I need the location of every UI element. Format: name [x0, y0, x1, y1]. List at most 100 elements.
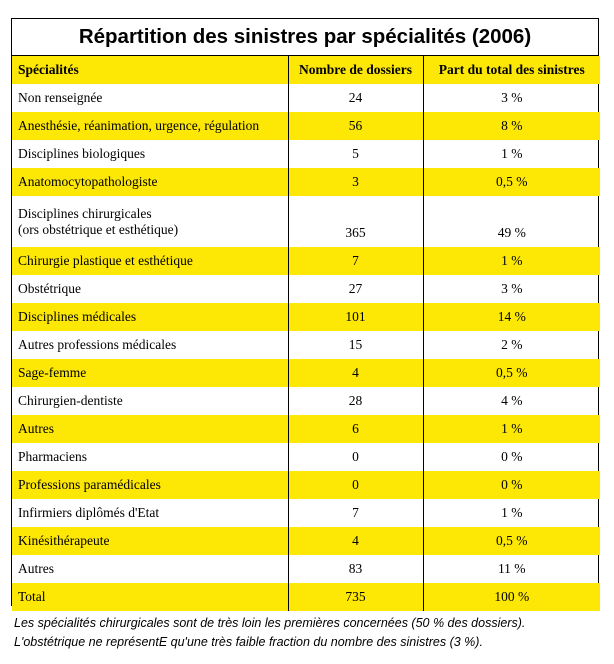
specialty-cell: Sage-femme — [12, 359, 289, 387]
specialty-cell: Autres — [12, 555, 289, 583]
share-cell: 100 % — [422, 583, 600, 611]
specialty-label: Kinésithérapeute — [18, 533, 110, 548]
specialty-label: Total — [18, 589, 46, 604]
table-row: Anatomocytopathologiste 3 0,5 % — [12, 168, 600, 196]
specialty-label: Sage-femme — [18, 365, 87, 380]
count-cell: 0 — [287, 443, 424, 471]
header-specialty: Spécialités — [12, 56, 289, 84]
share-cell: 0,5 % — [422, 168, 600, 196]
specialty-label: Professions paramédicales — [18, 477, 161, 492]
specialty-cell: Professions paramédicales — [12, 471, 289, 499]
table-row: Professions paramédicales 0 0 % — [12, 471, 600, 499]
table-row: Infirmiers diplômés d'Etat 7 1 % — [12, 499, 600, 527]
specialty-cell: Non renseignée — [12, 84, 289, 112]
table-frame: Répartition des sinistres par spécialité… — [11, 18, 600, 611]
share-cell: 0 % — [422, 471, 600, 499]
count-cell: 56 — [287, 112, 424, 140]
share-cell: 0,5 % — [422, 359, 600, 387]
table-row: Autres 83 11 % — [12, 555, 600, 583]
specialty-label: Non renseignée — [18, 90, 103, 105]
specialty-cell: Autres — [12, 415, 289, 443]
specialty-cell: Chirurgie plastique et esthétique — [12, 247, 289, 275]
share-cell: 2 % — [422, 331, 600, 359]
caption-line-2: L'obstétrique ne représentE qu'une très … — [14, 635, 483, 649]
specialty-cell: Infirmiers diplômés d'Etat — [12, 499, 289, 527]
table-row: Anesthésie, réanimation, urgence, régula… — [12, 112, 600, 140]
specialty-label: Pharmaciens — [18, 449, 87, 464]
specialty-label: Autres — [18, 421, 54, 436]
share-cell: 14 % — [422, 303, 600, 331]
share-cell: 1 % — [422, 247, 600, 275]
specialty-label: Autres professions médicales — [18, 337, 177, 352]
count-cell: 7 — [287, 247, 424, 275]
share-cell: 4 % — [422, 387, 600, 415]
header-row: Spécialités Nombre de dossiers Part du t… — [12, 56, 600, 84]
count-cell: 365 — [287, 196, 424, 247]
specialty-cell: Kinésithérapeute — [12, 527, 289, 555]
count-cell: 15 — [287, 331, 424, 359]
count-cell: 24 — [287, 84, 424, 112]
count-cell: 4 — [287, 359, 424, 387]
specialty-label: Disciplines médicales — [18, 309, 137, 324]
table-row: Chirurgie plastique et esthétique 7 1 % — [12, 247, 600, 275]
count-cell: 4 — [287, 527, 424, 555]
specialty-cell: Disciplines chirurgicales (ors obstétriqu… — [12, 196, 289, 247]
specialty-label: Infirmiers diplômés d'Etat — [18, 505, 160, 520]
header-count: Nombre de dossiers — [287, 56, 424, 84]
table-row: Non renseignée 24 3 % — [12, 84, 600, 112]
table-row: Obstétrique 27 3 % — [12, 275, 600, 303]
specialty-cell: Disciplines biologiques — [12, 140, 289, 168]
claims-table: Spécialités Nombre de dossiers Part du t… — [12, 56, 600, 611]
table-row: Kinésithérapeute 4 0,5 % — [12, 527, 600, 555]
specialty-cell: Obstétrique — [12, 275, 289, 303]
specialty-cell: Total — [12, 583, 289, 611]
table-row: Disciplines chirurgicales (ors obstétriqu… — [12, 196, 600, 247]
specialty-label: Chirurgie plastique et esthétique — [18, 253, 193, 268]
specialty-sublabel: (ors obstétrique et esthétique) — [18, 221, 179, 237]
share-cell: 8 % — [422, 112, 600, 140]
share-cell: 1 % — [422, 499, 600, 527]
specialty-label: Disciplines chirurgicales — [18, 205, 152, 221]
specialty-label: Anatomocytopathologiste — [18, 174, 158, 189]
share-cell: 1 % — [422, 140, 600, 168]
table-title: Répartition des sinistres par spécialité… — [12, 19, 598, 56]
count-cell: 3 — [287, 168, 424, 196]
table-row: Pharmaciens 0 0 % — [12, 443, 600, 471]
table-row: Disciplines biologiques 5 1 % — [12, 140, 600, 168]
share-cell: 49 % — [422, 196, 600, 247]
specialty-cell: Chirurgien-dentiste — [12, 387, 289, 415]
caption: Les spécialités chirurgicales sont de tr… — [14, 614, 604, 652]
share-cell: 11 % — [422, 555, 600, 583]
table-row: Total 735 100 % — [12, 583, 600, 611]
count-cell: 83 — [287, 555, 424, 583]
specialty-label: Chirurgien-dentiste — [18, 393, 123, 408]
caption-line-1: Les spécialités chirurgicales sont de tr… — [14, 616, 526, 630]
share-cell: 1 % — [422, 415, 600, 443]
specialty-label: Autres — [18, 561, 54, 576]
specialty-label: Anesthésie, réanimation, urgence, régula… — [18, 118, 260, 133]
specialty-cell: Anatomocytopathologiste — [12, 168, 289, 196]
table-row: Chirurgien-dentiste 28 4 % — [12, 387, 600, 415]
count-cell: 27 — [287, 275, 424, 303]
table-row: Sage-femme 4 0,5 % — [12, 359, 600, 387]
specialty-label: Disciplines biologiques — [18, 146, 146, 161]
table-row: Autres 6 1 % — [12, 415, 600, 443]
specialty-cell: Autres professions médicales — [12, 331, 289, 359]
table-row: Autres professions médicales 15 2 % — [12, 331, 600, 359]
header-share: Part du total des sinistres — [422, 56, 600, 84]
count-cell: 28 — [287, 387, 424, 415]
specialty-label: Obstétrique — [18, 281, 81, 296]
specialty-cell: Anesthésie, réanimation, urgence, régula… — [12, 112, 289, 140]
count-cell: 101 — [287, 303, 424, 331]
share-cell: 0 % — [422, 443, 600, 471]
specialty-cell: Pharmaciens — [12, 443, 289, 471]
count-cell: 0 — [287, 471, 424, 499]
share-cell: 0,5 % — [422, 527, 600, 555]
count-cell: 735 — [287, 583, 424, 611]
share-cell: 3 % — [422, 275, 600, 303]
count-cell: 7 — [287, 499, 424, 527]
table-row: Disciplines médicales 101 14 % — [12, 303, 600, 331]
share-cell: 3 % — [422, 84, 600, 112]
count-cell: 5 — [287, 140, 424, 168]
count-cell: 6 — [287, 415, 424, 443]
